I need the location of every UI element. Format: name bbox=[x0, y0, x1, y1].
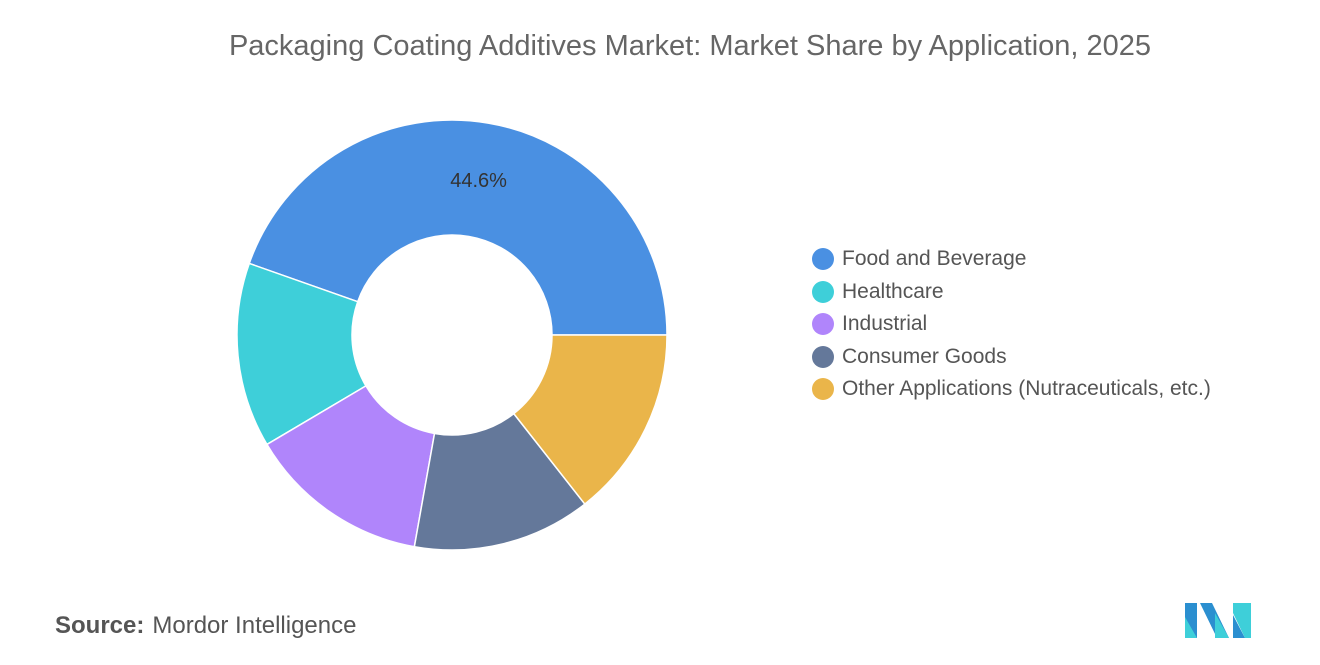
slice-industrial bbox=[265, 384, 436, 548]
legend: Food and Beverage Healthcare Industrial Con… bbox=[812, 243, 1211, 406]
legend-item: Industrial bbox=[812, 308, 1211, 341]
data-label: 44.6% bbox=[450, 170, 507, 192]
legend-swatch bbox=[812, 378, 834, 401]
legend-swatch bbox=[812, 313, 834, 336]
source-text: Mordor Intelligence bbox=[152, 612, 357, 639]
legend-label: Healthcare bbox=[842, 279, 944, 303]
legend-label: Consumer Goods bbox=[842, 344, 1007, 368]
source-label: Source: bbox=[55, 612, 145, 639]
slice-healthcare bbox=[236, 262, 367, 446]
legend-item: Other Applications (Nutraceuticals, etc.… bbox=[812, 373, 1211, 406]
legend-swatch bbox=[812, 345, 834, 368]
source: Source: Mordor Intelligence bbox=[55, 612, 356, 640]
legend-item: Food and Beverage bbox=[812, 243, 1211, 276]
legend-swatch bbox=[812, 248, 834, 271]
legend-swatch bbox=[812, 280, 834, 303]
legend-label: Other Applications (Nutraceuticals, etc.… bbox=[842, 377, 1211, 401]
slice-food-and-beverage bbox=[248, 119, 668, 336]
mordor-logo bbox=[1185, 603, 1251, 638]
chart-title: Packaging Coating Additives Market: Mark… bbox=[228, 30, 1152, 62]
slice-other-applications-nutraceuticals-etc bbox=[512, 334, 668, 506]
legend-label: Industrial bbox=[842, 312, 928, 336]
donut-chart: 44.6% bbox=[236, 119, 668, 551]
legend-label: Food and Beverage bbox=[842, 247, 1027, 271]
legend-item: Healthcare bbox=[812, 276, 1211, 309]
legend-item: Consumer Goods bbox=[812, 341, 1211, 374]
